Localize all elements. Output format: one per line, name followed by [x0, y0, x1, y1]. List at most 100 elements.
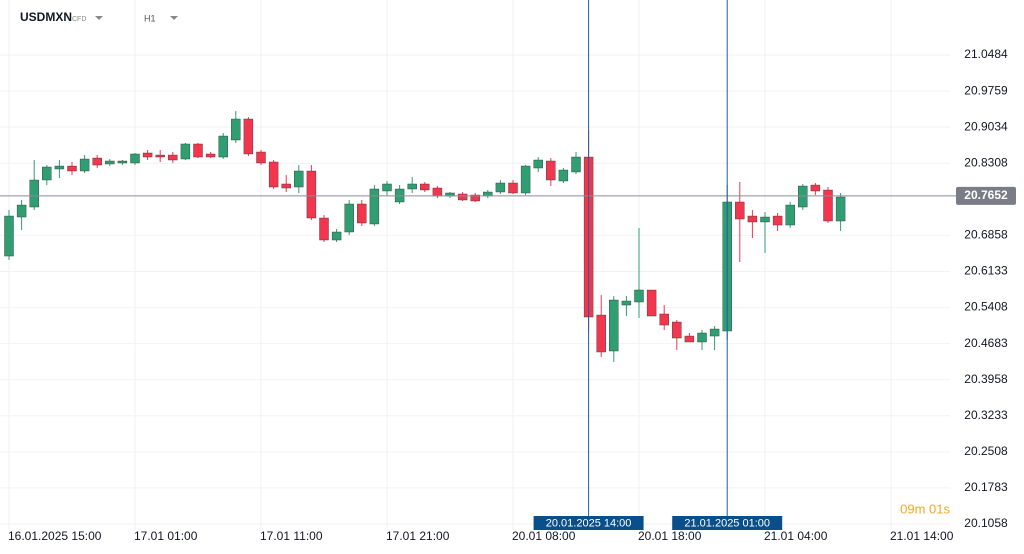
- y-tick-label: 20.8308: [964, 155, 1008, 169]
- overlay: 20.1058 20.1783 20.2508 20.3233 20.3958 20.46…: [0, 0, 1016, 543]
- candle-body: [16, 204, 27, 218]
- plot: [0, 0, 950, 530]
- candle-body: [205, 153, 216, 158]
- candle-body: [306, 170, 317, 219]
- y-tick-label: 20.2508: [964, 444, 1008, 458]
- candle-body: [609, 299, 619, 352]
- candle-body: [483, 191, 493, 197]
- candle-body: [231, 118, 241, 141]
- candle-body: [659, 313, 669, 326]
- candle-body: [54, 165, 65, 170]
- candle-body: [331, 231, 342, 241]
- candle-body: [571, 156, 581, 173]
- candle-body: [105, 160, 115, 165]
- candle-body: [432, 187, 443, 197]
- candle-body: [180, 143, 191, 160]
- symbol[interactable]: USDMXN: [20, 10, 72, 24]
- candle-body: [684, 335, 695, 343]
- candle-body: [735, 201, 745, 220]
- candle-body: [281, 183, 291, 189]
- y-tick-label: 20.1058: [964, 516, 1008, 530]
- candle-body: [798, 185, 808, 208]
- candle-body: [168, 154, 178, 161]
- candle-body: [520, 165, 531, 194]
- candle-body: [243, 118, 254, 155]
- candle-body: [835, 196, 846, 222]
- countdown: 09m 01s: [900, 501, 950, 516]
- x-tick-label: 20.01 08:00: [512, 529, 576, 543]
- candle-body: [697, 332, 707, 343]
- candle-body: [533, 159, 543, 169]
- candle-body: [747, 215, 758, 223]
- y-tick-label: 20.9034: [964, 119, 1008, 133]
- candle-body: [407, 183, 417, 190]
- candle-body: [42, 166, 52, 181]
- marker-label-box: [533, 516, 644, 530]
- candle-body: [470, 194, 480, 202]
- candle-body: [457, 193, 468, 201]
- y-tick-label: 20.6858: [964, 228, 1008, 242]
- current-price-box: [956, 186, 1016, 205]
- candle-body: [785, 204, 795, 226]
- candle-body: [382, 183, 392, 192]
- current-price-label: 20.7652: [964, 188, 1008, 202]
- candle-body: [709, 328, 720, 337]
- candle-body: [621, 300, 632, 306]
- x-tick-label: 21.01 04:00: [764, 529, 828, 543]
- candle-body: [29, 179, 39, 208]
- candle-body: [760, 216, 770, 223]
- y-tick-label: 20.6133: [964, 264, 1008, 278]
- candle-body: [92, 157, 102, 166]
- candle-body: [357, 203, 367, 224]
- symbol-tag: CFD: [72, 16, 86, 23]
- x-tick-label: 21.01 14:00: [890, 529, 954, 543]
- candle-body: [268, 161, 279, 188]
- x-tick-label: 17.01 11:00: [260, 529, 323, 543]
- y-tick-label: 20.3958: [964, 372, 1008, 386]
- y-tick-label: 20.9759: [964, 83, 1008, 97]
- candle-body: [193, 143, 203, 158]
- candle-body: [634, 289, 644, 303]
- timeframe-dropdown[interactable]: [170, 16, 178, 20]
- candle-body: [558, 169, 569, 182]
- x-tick-label: 17.01 21:00: [386, 529, 450, 543]
- candle-body: [130, 153, 140, 164]
- candle-body: [256, 151, 266, 164]
- candle-body: [772, 215, 783, 226]
- x-tick-label: 17.01 01:00: [134, 529, 198, 543]
- candle-body: [117, 160, 128, 164]
- marker-label-box: [672, 516, 783, 530]
- candle-body: [508, 182, 518, 194]
- x-tick-label: 16.01.2025 15:00: [8, 529, 102, 543]
- candle-body: [319, 217, 329, 241]
- candle-body: [672, 321, 682, 339]
- candle-body: [67, 165, 77, 172]
- x-tick-label: 20.01 18:00: [638, 529, 702, 543]
- marker-label: 21.01.2025 01:00: [684, 517, 770, 529]
- candle-body: [596, 314, 606, 353]
- candle-body: [369, 188, 380, 225]
- candle-body: [79, 158, 90, 172]
- timeframe[interactable]: H1: [144, 13, 156, 23]
- y-tick-label: 21.0484: [964, 47, 1008, 61]
- candle-body: [646, 289, 657, 317]
- candle-body: [546, 160, 556, 181]
- candle-body: [155, 154, 165, 158]
- candle-body: [218, 135, 228, 158]
- symbol-dropdown[interactable]: [95, 16, 103, 20]
- marker-label: 20.01.2025 14:00: [546, 517, 632, 529]
- candle-body: [142, 152, 153, 158]
- y-tick-label: 20.5408: [964, 300, 1008, 314]
- candle-body: [495, 182, 506, 193]
- candle-body: [294, 170, 304, 188]
- y-tick-label: 20.3233: [964, 408, 1008, 422]
- candle-body: [823, 189, 833, 222]
- y-tick-label: 20.1783: [964, 480, 1008, 494]
- candle-body: [420, 183, 430, 191]
- candle-body: [4, 215, 14, 257]
- candle-body: [810, 184, 821, 192]
- y-tick-label: 20.4683: [964, 336, 1008, 350]
- candle-body: [344, 203, 354, 233]
